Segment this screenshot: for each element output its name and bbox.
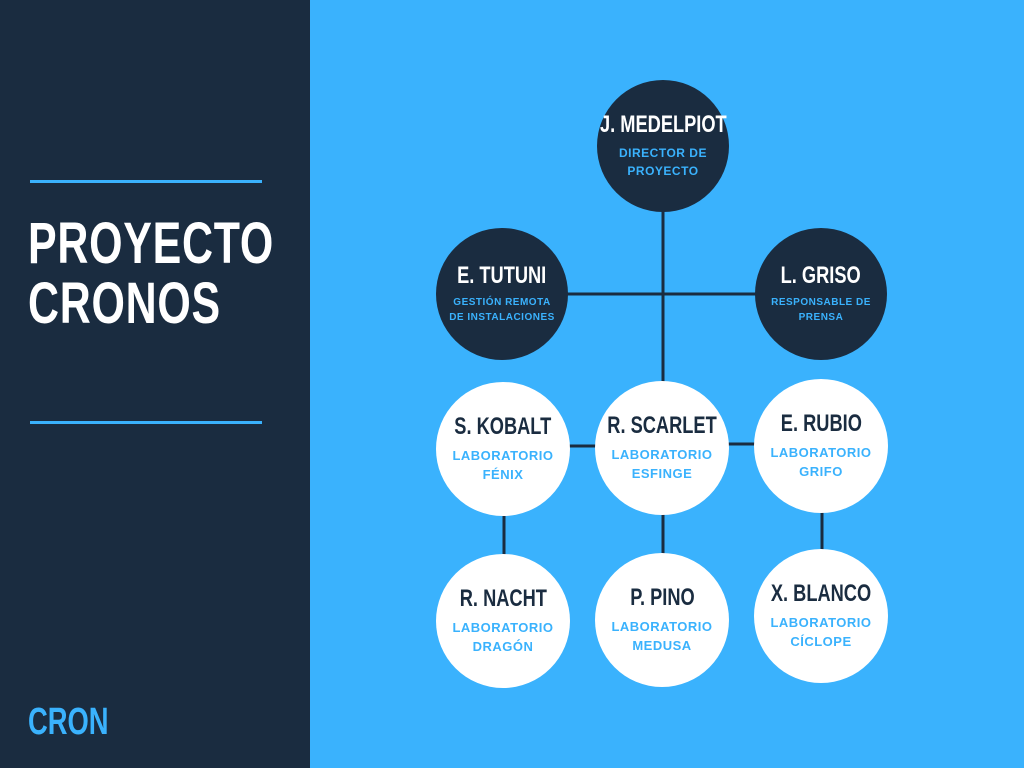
bottom-divider xyxy=(30,421,262,424)
node-role-line: GESTIÓN REMOTA xyxy=(453,297,551,308)
node-nacht: R. NACHT LABORATORIO DRAGÓN xyxy=(436,554,570,688)
node-name: L. GRISO xyxy=(780,262,862,289)
title-line-2: CRONOS xyxy=(28,271,221,336)
node-role-line: LABORATORIO xyxy=(452,620,554,635)
node-role-line: DIRECTOR DE xyxy=(619,146,707,160)
node-name: R. SCARLET xyxy=(607,412,717,439)
node-role: LABORATORIO CÍCLOPE xyxy=(770,613,871,651)
node-role-line: LABORATORIO xyxy=(770,445,872,460)
node-role: LABORATORIO ESFINGE xyxy=(611,445,712,483)
node-role-line: LABORATORIO xyxy=(611,447,713,462)
node-name: J. MEDELPIOT xyxy=(599,111,727,138)
node-role: GESTIÓN REMOTA DE INSTALACIONES xyxy=(449,295,555,325)
node-kobalt: S. KOBALT LABORATORIO FÉNIX xyxy=(436,382,570,516)
node-role-line: LABORATORIO xyxy=(770,615,872,630)
node-pino: P. PINO LABORATORIO MEDUSA xyxy=(595,553,729,687)
node-role: DIRECTOR DE PROYECTO xyxy=(619,144,707,180)
node-role-line: PROYECTO xyxy=(627,164,699,178)
node-blanco: X. BLANCO LABORATORIO CÍCLOPE xyxy=(754,549,888,683)
node-role-line: MEDUSA xyxy=(632,638,692,653)
node-griso: L. GRISO RESPONSABLE DE PRENSA xyxy=(755,228,887,360)
node-role-line: PRENSA xyxy=(798,312,844,323)
top-divider xyxy=(30,180,262,183)
node-name: P. PINO xyxy=(629,584,695,611)
node-name: X. BLANCO xyxy=(770,580,872,607)
node-role: RESPONSABLE DE PRENSA xyxy=(771,295,871,325)
node-role-line: GRIFO xyxy=(799,464,843,479)
node-name: S. KOBALT xyxy=(454,413,552,440)
node-role: LABORATORIO GRIFO xyxy=(770,443,871,481)
node-name: E. TUTUNI xyxy=(457,262,547,289)
node-role-line: DRAGÓN xyxy=(472,639,534,654)
node-role: LABORATORIO DRAGÓN xyxy=(452,618,553,656)
node-role-line: CÍCLOPE xyxy=(790,634,852,649)
node-role: LABORATORIO MEDUSA xyxy=(611,617,712,655)
node-name: R. NACHT xyxy=(459,585,547,612)
sidebar-panel: PROYECTO CRONOS CRON xyxy=(0,0,310,768)
node-role-line: LABORATORIO xyxy=(452,448,554,463)
node-medelpiot: J. MEDELPIOT DIRECTOR DE PROYECTO xyxy=(597,80,729,212)
node-role-line: FÉNIX xyxy=(482,467,524,482)
node-rubio: E. RUBIO LABORATORIO GRIFO xyxy=(754,379,888,513)
node-role-line: ESFINGE xyxy=(631,466,693,481)
node-name: E. RUBIO xyxy=(780,410,862,437)
node-tutuni: E. TUTUNI GESTIÓN REMOTA DE INSTALACIONE… xyxy=(436,228,568,360)
node-role-line: RESPONSABLE DE xyxy=(771,297,871,308)
node-role-line: DE INSTALACIONES xyxy=(449,312,555,323)
node-role: LABORATORIO FÉNIX xyxy=(452,446,553,484)
brand-logo: CRON xyxy=(28,701,109,743)
node-role-line: LABORATORIO xyxy=(611,619,713,634)
node-scarlet: R. SCARLET LABORATORIO ESFINGE xyxy=(595,381,729,515)
